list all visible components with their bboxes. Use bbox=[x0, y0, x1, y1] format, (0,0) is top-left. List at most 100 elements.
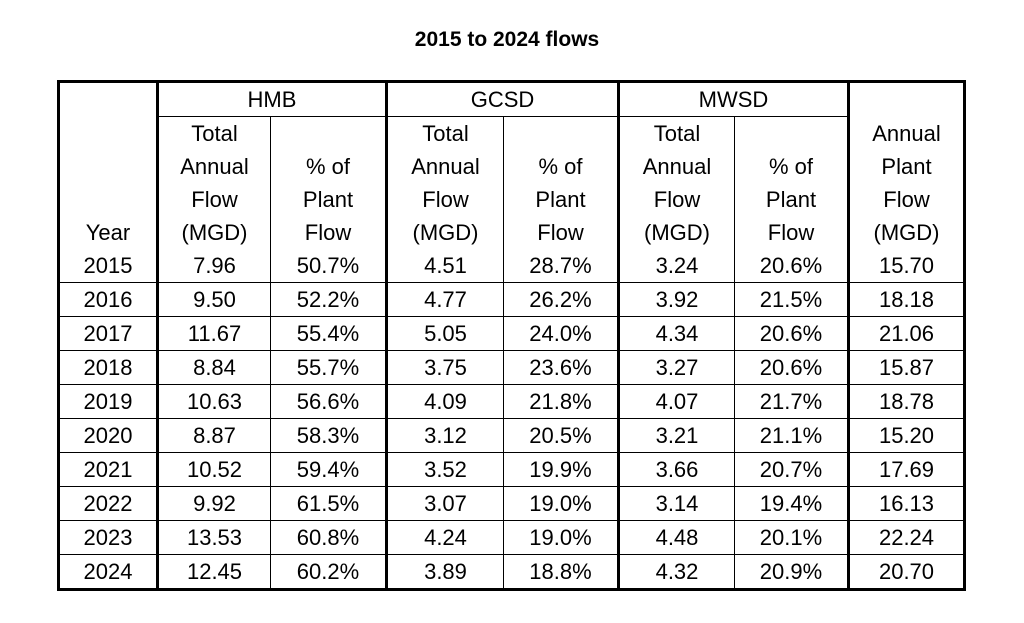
gcsd-total-cell: 4.51 bbox=[386, 249, 504, 283]
annual-plant-flow-cell: 17.69 bbox=[848, 452, 965, 487]
hmb-pct-cell: 55.4% bbox=[270, 316, 388, 351]
gcsd-pct-cell: 20.5% bbox=[503, 418, 620, 453]
hmb-pct-cell: 55.7% bbox=[270, 350, 388, 385]
hmb-pct-cell: 56.6% bbox=[270, 384, 388, 419]
gcsd-pct-cell: 21.8% bbox=[503, 384, 620, 419]
table-row: 2016 9.50 52.2% 4.77 26.2% 3.92 21.5% 18.18 bbox=[58, 282, 965, 317]
gcsd-total-cell: 4.24 bbox=[386, 520, 504, 555]
year-cell: 2017 bbox=[58, 316, 159, 351]
header-line: Flow bbox=[537, 220, 584, 245]
mwsd-total-header: Total Annual Flow (MGD) bbox=[618, 116, 735, 249]
mwsd-pct-header: % of Plant Flow bbox=[734, 116, 850, 249]
hmb-total-header: Total Annual Flow (MGD) bbox=[157, 116, 271, 249]
mwsd-total-cell: 3.27 bbox=[618, 350, 735, 385]
data-rows: 2015 7.96 50.7% 4.51 28.7% 3.24 20.6% 15.70 2016… bbox=[58, 249, 965, 590]
hmb-total-cell: 9.92 bbox=[157, 486, 271, 521]
year-cell: 2019 bbox=[58, 384, 159, 419]
gcsd-pct-cell: 24.0% bbox=[503, 316, 620, 351]
gcsd-pct-cell: 19.0% bbox=[503, 520, 620, 555]
annual-plant-flow-cell: 15.20 bbox=[848, 418, 965, 453]
mwsd-pct-cell: 20.9% bbox=[734, 554, 850, 590]
year-cell: 2018 bbox=[58, 350, 159, 385]
mwsd-pct-cell: 20.6% bbox=[734, 350, 850, 385]
year-cell: 2016 bbox=[58, 282, 159, 317]
hmb-total-cell: 13.53 bbox=[157, 520, 271, 555]
mwsd-group-header: MWSD bbox=[618, 81, 850, 117]
header-line: Annual bbox=[642, 154, 712, 179]
hmb-pct-cell: 60.2% bbox=[270, 554, 388, 590]
header-line: Annual bbox=[872, 121, 941, 146]
header-line: Flow bbox=[422, 187, 469, 212]
hmb-total-cell: 7.96 bbox=[157, 249, 271, 283]
gcsd-total-cell: 3.07 bbox=[386, 486, 504, 521]
gcsd-total-cell: 3.12 bbox=[386, 418, 504, 453]
header-line: Plant bbox=[302, 187, 354, 212]
gcsd-total-cell: 4.09 bbox=[386, 384, 504, 419]
gcsd-total-cell: 5.05 bbox=[386, 316, 504, 351]
hmb-total-cell: 10.52 bbox=[157, 452, 271, 487]
table-row: 2020 8.87 58.3% 3.12 20.5% 3.21 21.1% 15.20 bbox=[58, 418, 965, 453]
annual-plant-flow-cell: 22.24 bbox=[848, 520, 965, 555]
table-row: 2019 10.63 56.6% 4.09 21.8% 4.07 21.7% 18.78 bbox=[58, 384, 965, 419]
mwsd-total-cell: 4.34 bbox=[618, 316, 735, 351]
table-title: 2015 to 2024 flows bbox=[414, 28, 600, 51]
header-line: Plant bbox=[535, 187, 586, 212]
header-line: % of bbox=[538, 154, 583, 179]
year-header: Year bbox=[85, 220, 131, 245]
hmb-pct-cell: 60.8% bbox=[270, 520, 388, 555]
header-line: Flow bbox=[304, 220, 352, 245]
group-header-row: Year HMB GCSD MWSD Annual Plant Flow (MG… bbox=[58, 81, 965, 249]
gcsd-total-cell: 3.75 bbox=[386, 350, 504, 385]
mwsd-pct-cell: 20.7% bbox=[734, 452, 850, 487]
mwsd-pct-cell: 21.7% bbox=[734, 384, 850, 419]
hmb-group-header: HMB bbox=[157, 81, 388, 117]
year-cell: 2021 bbox=[58, 452, 159, 487]
year-header-cell: Year bbox=[58, 81, 159, 249]
header-line: Flow bbox=[883, 187, 930, 212]
header-line: Plant bbox=[765, 187, 817, 212]
year-cell: 2022 bbox=[58, 486, 159, 521]
header-line: Annual bbox=[180, 154, 249, 179]
gcsd-pct-cell: 19.9% bbox=[503, 452, 620, 487]
header-line: Total bbox=[422, 121, 469, 146]
table-row: 2018 8.84 55.7% 3.75 23.6% 3.27 20.6% 15.87 bbox=[58, 350, 965, 385]
header-line: Plant bbox=[881, 154, 932, 179]
table-row: 2022 9.92 61.5% 3.07 19.0% 3.14 19.4% 16.13 bbox=[58, 486, 965, 521]
year-cell: 2024 bbox=[58, 554, 159, 590]
year-cell: 2020 bbox=[58, 418, 159, 453]
mwsd-pct-cell: 21.5% bbox=[734, 282, 850, 317]
hmb-total-cell: 11.67 bbox=[157, 316, 271, 351]
mwsd-total-cell: 3.21 bbox=[618, 418, 735, 453]
annual-plant-flow-cell: 18.78 bbox=[848, 384, 965, 419]
mwsd-pct-cell: 20.6% bbox=[734, 316, 850, 351]
annual-plant-flow-cell: 21.06 bbox=[848, 316, 965, 351]
header-line: Total bbox=[191, 121, 238, 146]
gcsd-total-cell: 3.89 bbox=[386, 554, 504, 590]
mwsd-total-cell: 4.07 bbox=[618, 384, 735, 419]
gcsd-group-header: GCSD bbox=[386, 81, 620, 117]
header-line: % of bbox=[768, 154, 814, 179]
header-line: Flow bbox=[767, 220, 815, 245]
annual-plant-flow-header: Annual Plant Flow (MGD) bbox=[849, 82, 965, 250]
header-line: Flow bbox=[653, 187, 701, 212]
hmb-total-cell: 9.50 bbox=[157, 282, 271, 317]
hmb-pct-cell: 52.2% bbox=[270, 282, 388, 317]
mwsd-total-cell: 3.66 bbox=[618, 452, 735, 487]
mwsd-pct-cell: 20.6% bbox=[734, 249, 850, 283]
gcsd-total-cell: 4.77 bbox=[386, 282, 504, 317]
header-line: (MGD) bbox=[873, 220, 940, 245]
mwsd-pct-cell: 20.1% bbox=[734, 520, 850, 555]
hmb-pct-cell: 59.4% bbox=[270, 452, 388, 487]
year-cell: 2023 bbox=[58, 520, 159, 555]
mwsd-pct-cell: 21.1% bbox=[734, 418, 850, 453]
header-line: (MGD) bbox=[644, 220, 710, 245]
mwsd-pct-cell: 19.4% bbox=[734, 486, 850, 521]
gcsd-pct-cell: 18.8% bbox=[503, 554, 620, 590]
table-row: 2023 13.53 60.8% 4.24 19.0% 4.48 20.1% 22.24 bbox=[58, 520, 965, 555]
gcsd-pct-cell: 26.2% bbox=[503, 282, 620, 317]
gcsd-pct-cell: 19.0% bbox=[503, 486, 620, 521]
year-cell: 2015 bbox=[58, 249, 159, 283]
mwsd-total-cell: 3.14 bbox=[618, 486, 735, 521]
hmb-total-cell: 8.87 bbox=[157, 418, 271, 453]
hmb-pct-cell: 50.7% bbox=[270, 249, 388, 283]
